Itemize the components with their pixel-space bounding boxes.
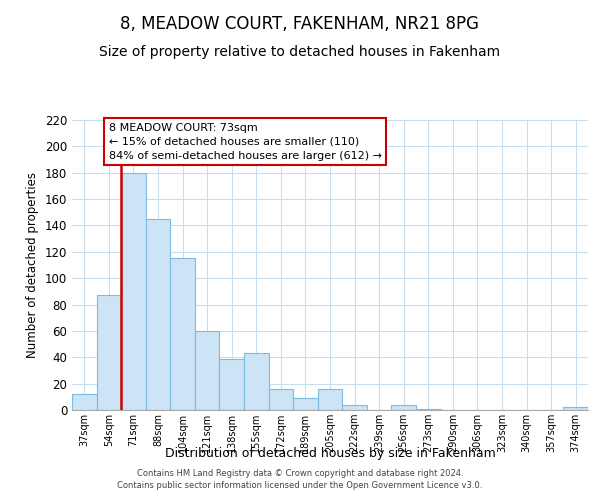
Text: 8, MEADOW COURT, FAKENHAM, NR21 8PG: 8, MEADOW COURT, FAKENHAM, NR21 8PG: [121, 15, 479, 33]
Bar: [97, 296, 121, 410]
Text: Size of property relative to detached houses in Fakenham: Size of property relative to detached ho…: [100, 45, 500, 59]
Bar: [416, 408, 440, 410]
Text: Contains HM Land Registry data © Crown copyright and database right 2024.
Contai: Contains HM Land Registry data © Crown c…: [118, 469, 482, 490]
Bar: [146, 219, 170, 410]
Y-axis label: Number of detached properties: Number of detached properties: [26, 172, 39, 358]
Text: Distribution of detached houses by size in Fakenham: Distribution of detached houses by size …: [164, 448, 496, 460]
Bar: [342, 404, 367, 410]
Bar: [72, 394, 97, 410]
Bar: [563, 408, 588, 410]
Bar: [220, 358, 244, 410]
Bar: [293, 398, 318, 410]
Text: 8 MEADOW COURT: 73sqm
← 15% of detached houses are smaller (110)
84% of semi-det: 8 MEADOW COURT: 73sqm ← 15% of detached …: [109, 122, 382, 160]
Bar: [244, 354, 269, 410]
Bar: [121, 172, 146, 410]
Bar: [269, 389, 293, 410]
Bar: [391, 404, 416, 410]
Bar: [170, 258, 195, 410]
Bar: [195, 331, 220, 410]
Bar: [318, 389, 342, 410]
